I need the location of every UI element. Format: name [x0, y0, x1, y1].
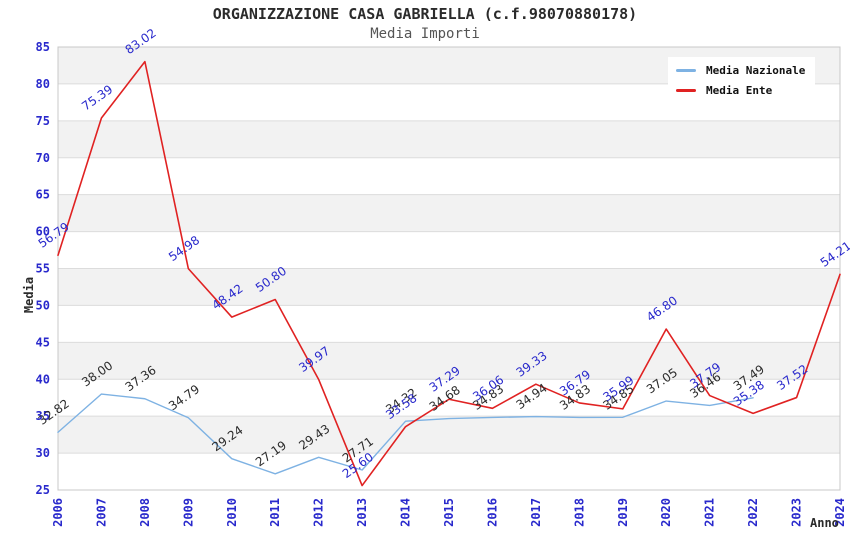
x-tick-label: 2023	[790, 498, 804, 527]
y-tick-label: 45	[36, 335, 50, 349]
x-tick-label: 2008	[138, 498, 152, 527]
y-tick-label: 85	[36, 40, 50, 54]
plot-band	[58, 120, 840, 158]
y-tick-label: 75	[36, 114, 50, 128]
x-tick-label: 2014	[399, 498, 413, 527]
x-tick-label: 2024	[833, 498, 847, 527]
y-tick-label: 30	[36, 446, 50, 460]
x-tick-label: 2006	[51, 498, 65, 527]
legend-swatch-ente-icon	[676, 89, 696, 92]
y-tick-label: 65	[36, 188, 50, 202]
series-line-nazionale	[57, 393, 754, 475]
plot-band	[58, 453, 840, 490]
y-tick-label: 35	[36, 409, 50, 423]
x-tick-label: 2012	[312, 498, 326, 527]
legend-label-ente: Media Ente	[706, 84, 773, 97]
y-tick-label: 60	[36, 225, 50, 239]
x-tick-label: 2010	[225, 498, 239, 527]
legend-swatch-nazionale-icon	[676, 69, 696, 72]
plot-frame	[57, 46, 841, 491]
plot-band	[58, 231, 840, 269]
x-tick-label: 2020	[659, 498, 673, 527]
plot-band	[58, 416, 840, 454]
x-tick-label: 2016	[485, 498, 499, 527]
plot-band	[58, 305, 840, 343]
series-line-ente	[57, 60, 841, 487]
y-tick-label: 70	[36, 151, 50, 165]
legend-item-media-ente: Media Ente	[676, 84, 805, 97]
plot-band	[58, 342, 840, 380]
x-tick-label: 2021	[703, 498, 717, 527]
chart-subtitle: Media Importi	[370, 26, 480, 42]
chart-title: ORGANIZZAZIONE CASA GABRIELLA (c.f.98070…	[212, 5, 638, 23]
y-tick-label: 80	[36, 77, 50, 91]
legend: Media Nazionale Media Ente	[668, 57, 816, 104]
x-tick-label: 2018	[572, 498, 586, 527]
x-tick-label: 2007	[94, 498, 108, 527]
y-axis-title: Media	[22, 276, 36, 314]
plot-band	[58, 194, 840, 232]
y-tick-label: 50	[36, 298, 50, 312]
y-tick-label: 25	[36, 483, 50, 497]
x-tick-label: 2019	[616, 498, 630, 527]
x-tick-label: 2011	[268, 498, 282, 527]
y-tick-label: 55	[36, 262, 50, 276]
plot-band	[58, 268, 840, 306]
x-axis-title: Anno	[810, 516, 839, 530]
legend-label-nazionale: Media Nazionale	[706, 64, 806, 77]
x-tick-label: 2017	[529, 498, 543, 527]
plot-band	[58, 379, 840, 417]
x-tick-label: 2022	[746, 498, 760, 527]
legend-item-media-nazionale: Media Nazionale	[676, 64, 805, 77]
x-tick-label: 2009	[181, 498, 195, 527]
x-tick-label: 2015	[442, 498, 456, 527]
y-tick-label: 40	[36, 372, 50, 386]
x-tick-label: 2013	[355, 498, 369, 527]
plot-band	[58, 157, 840, 195]
